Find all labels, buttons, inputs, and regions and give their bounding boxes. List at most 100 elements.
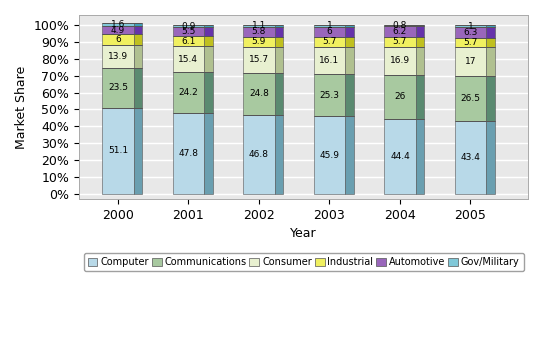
Polygon shape [204,72,213,113]
Polygon shape [384,37,416,46]
Text: 24.8: 24.8 [249,89,269,98]
Polygon shape [384,119,416,194]
Polygon shape [486,27,495,38]
Text: 47.8: 47.8 [178,149,199,158]
X-axis label: Year: Year [290,227,317,240]
Polygon shape [416,25,424,26]
Polygon shape [345,116,354,194]
Polygon shape [455,121,486,194]
Polygon shape [384,26,416,37]
Polygon shape [345,27,354,37]
Polygon shape [416,119,424,194]
Text: 16.1: 16.1 [320,56,339,65]
Polygon shape [486,121,495,194]
Polygon shape [314,74,345,116]
Text: 17: 17 [465,57,476,66]
Text: 4.9: 4.9 [111,26,125,35]
Polygon shape [204,27,213,36]
Polygon shape [243,46,275,73]
Polygon shape [455,47,486,76]
Polygon shape [345,25,354,27]
Polygon shape [416,37,424,46]
Polygon shape [275,73,283,115]
Polygon shape [134,68,142,107]
Polygon shape [173,27,204,36]
Text: 43.4: 43.4 [460,153,480,162]
Polygon shape [102,44,134,68]
Text: 25.3: 25.3 [320,91,339,100]
Text: 16.9: 16.9 [390,56,410,65]
Polygon shape [204,46,213,72]
Polygon shape [102,26,134,34]
Polygon shape [173,72,204,113]
Text: 6: 6 [115,35,121,44]
Polygon shape [204,113,213,194]
Polygon shape [204,25,213,27]
Polygon shape [416,75,424,119]
Polygon shape [455,38,486,47]
Text: 5.9: 5.9 [252,37,266,46]
Polygon shape [384,75,416,119]
Text: 6.3: 6.3 [463,28,477,37]
Text: 6.1: 6.1 [182,37,196,46]
Polygon shape [275,46,283,73]
Polygon shape [243,37,275,46]
Text: 24.2: 24.2 [179,88,199,97]
Polygon shape [134,23,142,26]
Text: 15.4: 15.4 [178,55,199,64]
Polygon shape [173,113,204,194]
Text: 1.6: 1.6 [111,20,125,29]
Polygon shape [455,25,486,27]
Text: 5.7: 5.7 [463,38,477,47]
Polygon shape [486,47,495,76]
Polygon shape [102,107,134,194]
Polygon shape [314,37,345,46]
Text: 5.7: 5.7 [393,37,407,46]
Text: 15.7: 15.7 [249,55,269,64]
Text: 6: 6 [327,27,332,36]
Polygon shape [486,25,495,27]
Polygon shape [486,38,495,47]
Polygon shape [173,36,204,46]
Text: 23.5: 23.5 [108,83,128,92]
Polygon shape [243,115,275,194]
Polygon shape [486,76,495,121]
Text: 13.9: 13.9 [108,52,128,61]
Polygon shape [243,27,275,37]
Polygon shape [275,37,283,46]
Text: 5.7: 5.7 [322,37,337,46]
Polygon shape [275,27,283,37]
Text: 1: 1 [327,21,332,31]
Legend: Computer, Communications, Consumer, Industrial, Automotive, Gov/Military: Computer, Communications, Consumer, Indu… [84,254,524,271]
Polygon shape [102,34,134,44]
Polygon shape [314,46,345,74]
Polygon shape [173,46,204,72]
Text: 6.2: 6.2 [393,27,407,36]
Polygon shape [416,46,424,75]
Polygon shape [345,46,354,74]
Text: 0.8: 0.8 [393,21,407,30]
Polygon shape [455,76,486,121]
Polygon shape [314,116,345,194]
Text: 5.5: 5.5 [182,27,196,36]
Polygon shape [243,73,275,115]
Polygon shape [384,46,416,75]
Polygon shape [134,26,142,34]
Polygon shape [455,27,486,38]
Polygon shape [384,25,416,26]
Polygon shape [314,27,345,37]
Text: 0.9: 0.9 [182,22,196,31]
Polygon shape [243,25,275,27]
Polygon shape [134,44,142,68]
Text: 46.8: 46.8 [249,150,269,159]
Polygon shape [314,25,345,27]
Text: 1: 1 [468,22,474,31]
Text: 1.1: 1.1 [252,21,266,31]
Polygon shape [345,74,354,116]
Text: 44.4: 44.4 [390,152,410,161]
Polygon shape [102,23,134,26]
Polygon shape [275,25,283,27]
Polygon shape [204,36,213,46]
Text: 5.8: 5.8 [252,27,266,36]
Polygon shape [173,25,204,27]
